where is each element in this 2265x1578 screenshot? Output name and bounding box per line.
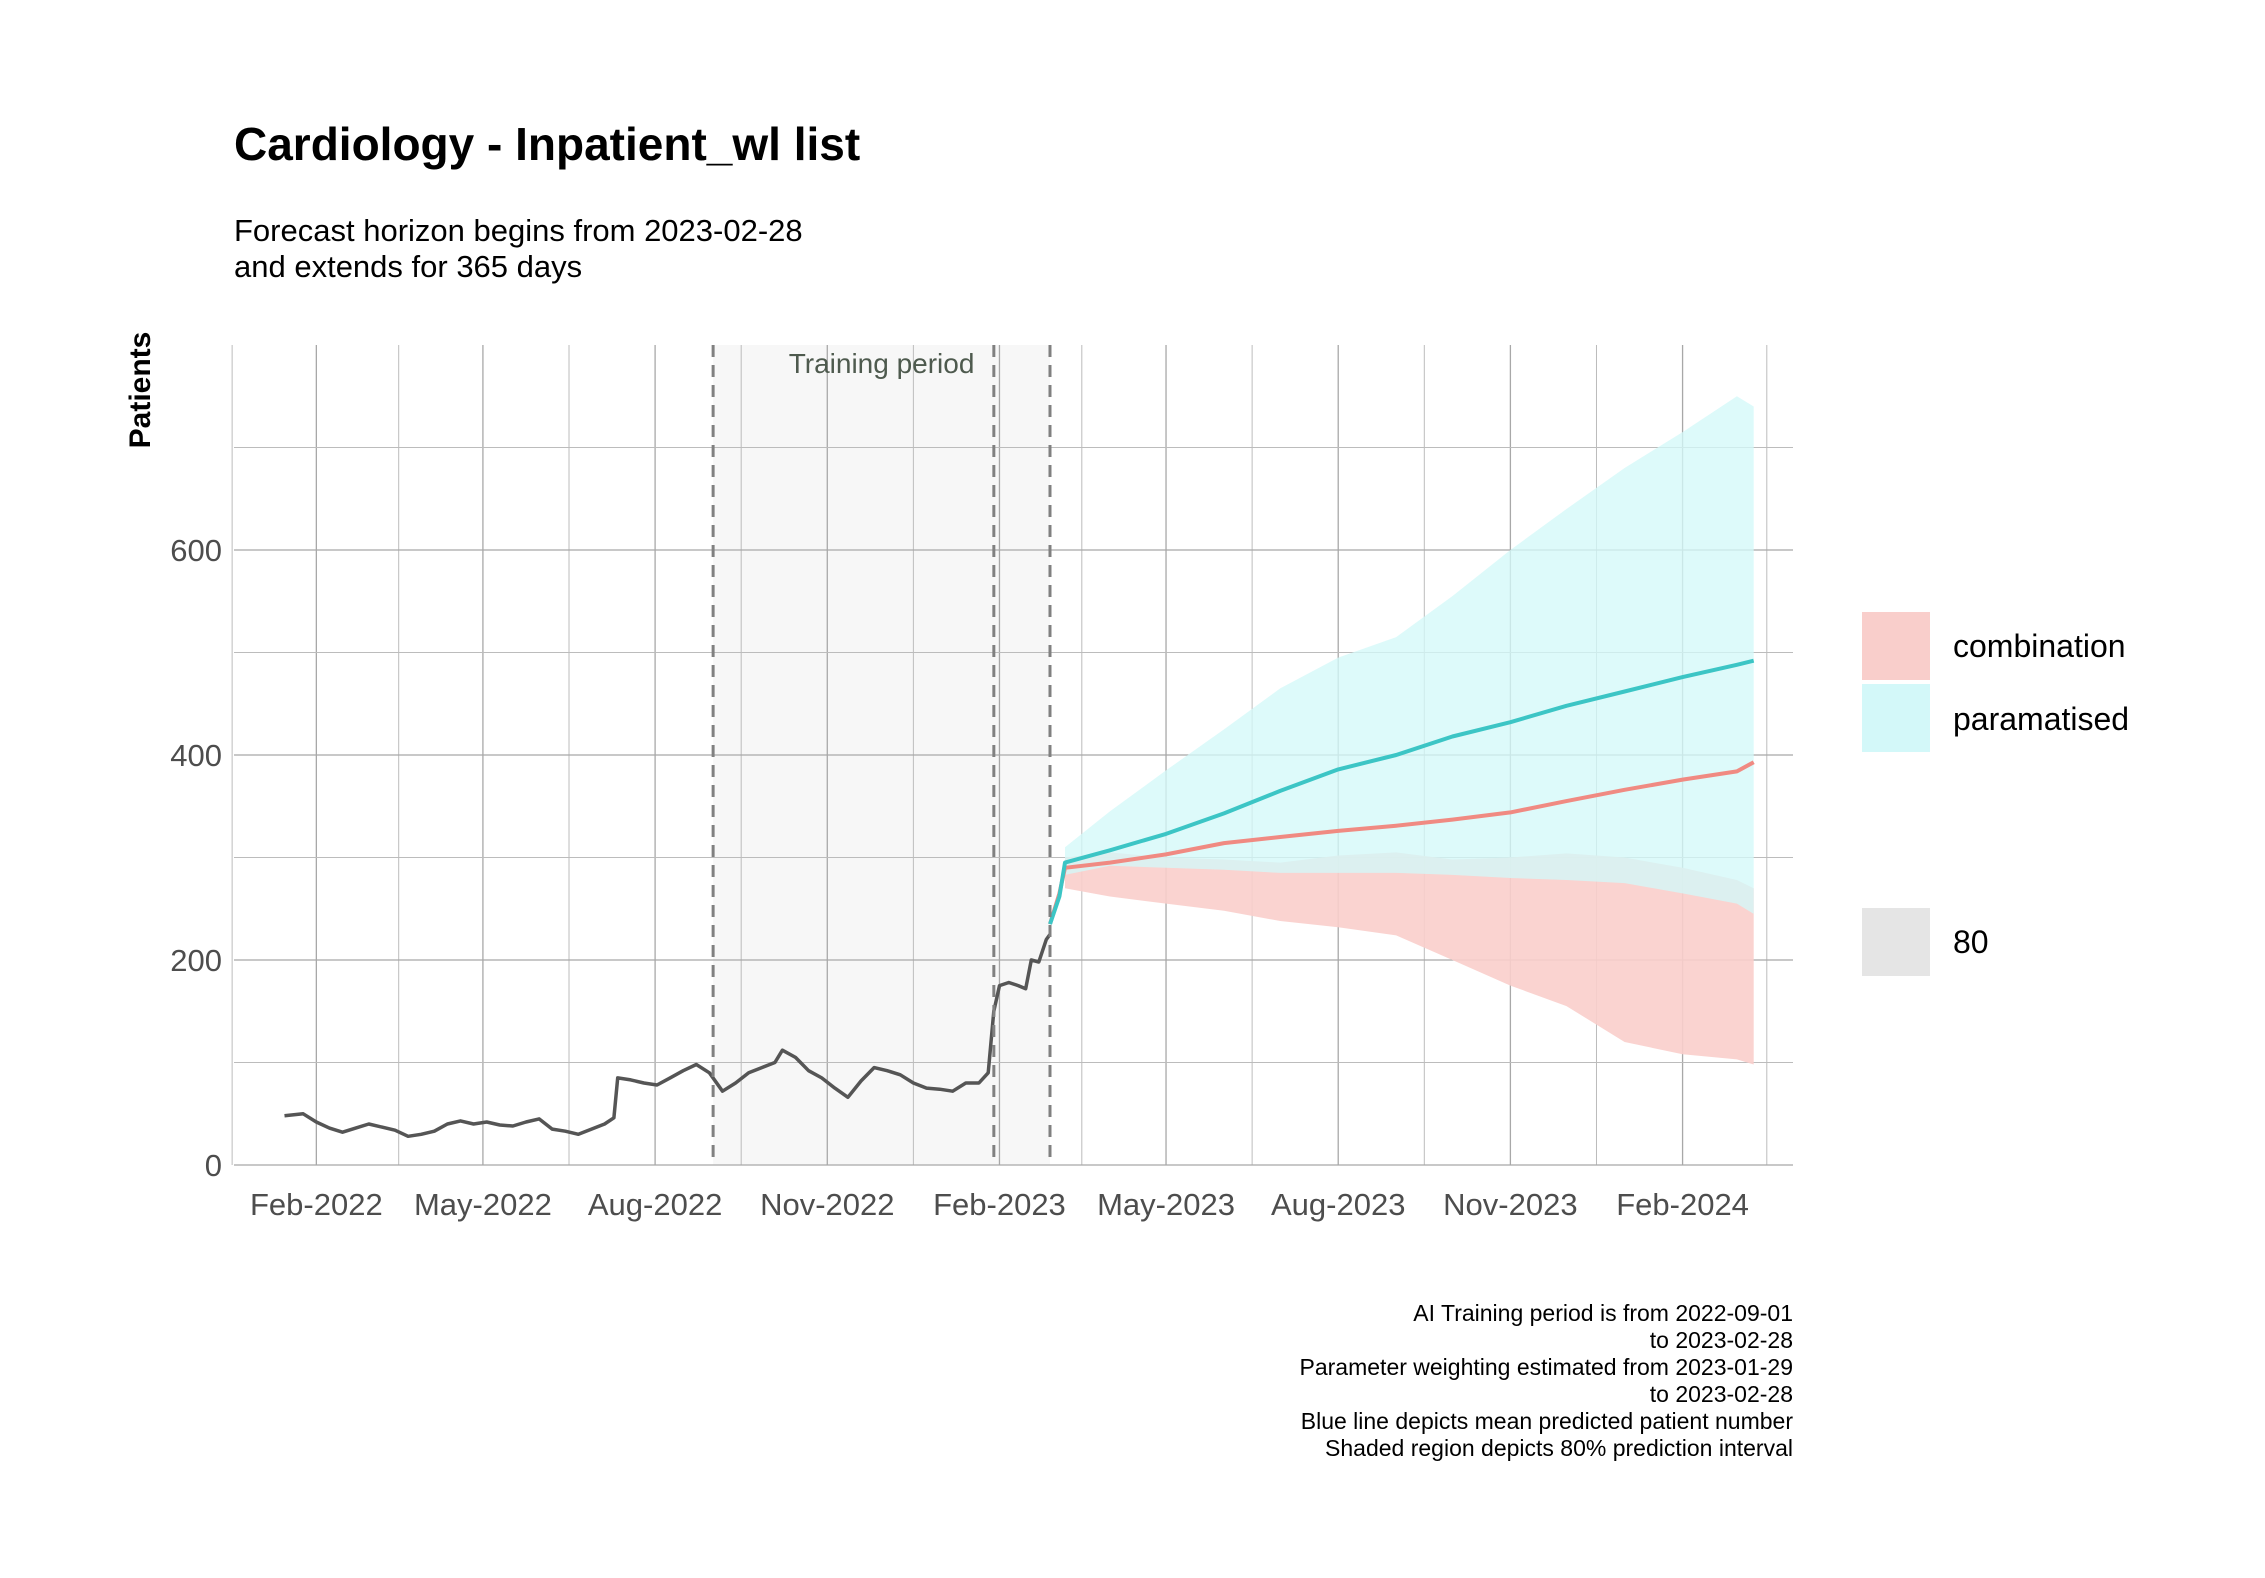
- y-axis-label: Patients: [124, 332, 157, 449]
- caption-line-2: to 2023-02-28: [1650, 1327, 1793, 1353]
- y-tick-label: 0: [205, 1148, 222, 1183]
- training-period-label: Training period: [789, 348, 975, 379]
- forecast-line-combination: [1048, 760, 1755, 925]
- y-axis-ticks: 0 200 400 600: [170, 533, 222, 1183]
- legend-label-paramatised: paramatised: [1953, 701, 2129, 737]
- legend-swatch-interval: [1862, 908, 1930, 976]
- x-tick-label: Nov-2022: [760, 1187, 894, 1222]
- x-tick-label: Aug-2023: [1271, 1187, 1405, 1222]
- training-dashed-lines: [711, 345, 1052, 1165]
- chart-title: Cardiology - Inpatient_wl list: [234, 118, 860, 170]
- x-tick-label: Aug-2022: [588, 1187, 722, 1222]
- chart-subtitle-line-2: and extends for 365 days: [234, 249, 582, 284]
- caption-line-4: to 2023-02-28: [1650, 1381, 1793, 1407]
- observed-line: [284, 933, 1052, 1139]
- x-axis-ticks: Feb-2022 May-2022 Aug-2022 Nov-2022 Feb-2023…: [250, 1187, 1749, 1222]
- prediction-band-paramatised: [1065, 396, 1754, 914]
- caption-line-1: AI Training period is from 2022-09-01: [1413, 1300, 1793, 1326]
- caption-line-3: Parameter weighting estimated from 2023-…: [1300, 1354, 1793, 1380]
- x-tick-label: Feb-2024: [1616, 1187, 1749, 1222]
- legend-swatch-combination: [1862, 612, 1930, 680]
- y-tick-label: 200: [170, 943, 222, 978]
- legend-label-combination: combination: [1953, 628, 2126, 664]
- legend-swatch-paramatised: [1862, 684, 1930, 752]
- caption-line-5: Blue line depicts mean predicted patient…: [1301, 1408, 1794, 1434]
- prediction-band-combination: [1065, 852, 1754, 1065]
- legend-label-interval: 80: [1953, 924, 1989, 960]
- y-tick-label: 600: [170, 533, 222, 568]
- x-tick-label: Nov-2023: [1443, 1187, 1577, 1222]
- legend: combination paramatised 80: [1862, 612, 2129, 976]
- chart-subtitle-line-1: Forecast horizon begins from 2023-02-28: [234, 213, 803, 248]
- x-tick-label: Feb-2022: [250, 1187, 383, 1222]
- x-tick-label: May-2023: [1097, 1187, 1235, 1222]
- caption-line-6: Shaded region depicts 80% prediction int…: [1325, 1435, 1793, 1461]
- prediction-bands: [1065, 396, 1754, 1065]
- series-lines: [284, 658, 1755, 1139]
- forecast-line-paramatised: [1048, 658, 1755, 925]
- caption: AI Training period is from 2022-09-01 to…: [1300, 1300, 1794, 1461]
- x-tick-label: May-2022: [414, 1187, 552, 1222]
- x-tick-label: Feb-2023: [933, 1187, 1066, 1222]
- y-tick-label: 400: [170, 738, 222, 773]
